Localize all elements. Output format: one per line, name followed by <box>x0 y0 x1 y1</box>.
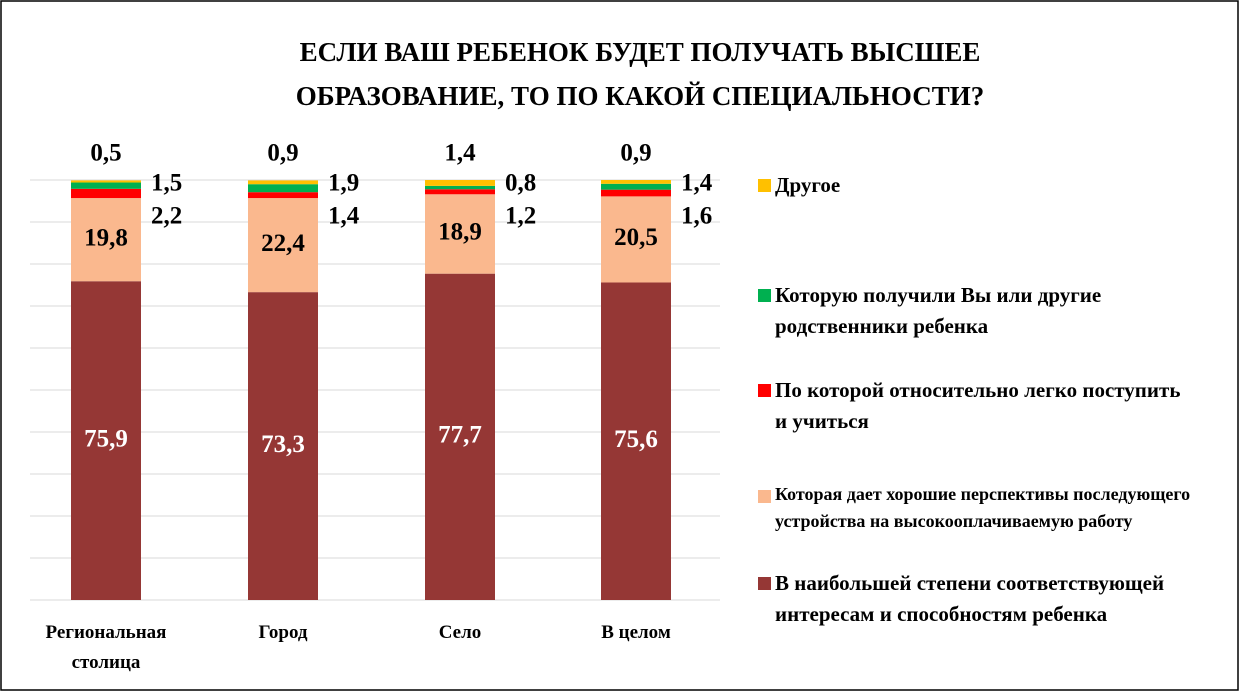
legend-swatch <box>758 577 771 590</box>
bar-segment <box>248 292 318 600</box>
data-label: 0,9 <box>267 140 298 167</box>
bar-segment <box>71 182 141 189</box>
data-label: 73,3 <box>261 431 305 458</box>
bar-segment <box>601 189 671 197</box>
data-label: 19,8 <box>84 224 128 251</box>
data-label: 0,8 <box>505 170 536 197</box>
data-label: 75,9 <box>84 425 128 452</box>
legend-label: Которая дает хорошие перспективы последу… <box>775 484 1191 531</box>
x-tick-label: Город <box>258 622 308 643</box>
data-label: 1,4 <box>328 203 360 230</box>
bar-segment <box>248 184 318 193</box>
bar-segment <box>248 192 318 199</box>
x-tick-label: В целом <box>601 622 671 643</box>
data-label: 77,7 <box>438 422 482 449</box>
bar-segment <box>601 282 671 600</box>
bar-segment <box>71 180 141 183</box>
data-label: 0,9 <box>620 140 651 167</box>
bar-segment <box>71 188 141 199</box>
bar-segment <box>425 273 495 600</box>
x-tick-label: Село <box>438 622 482 643</box>
data-label: 75,6 <box>614 426 658 453</box>
legend-swatch <box>758 179 771 192</box>
data-label: 2,2 <box>151 203 182 230</box>
legend-label: В наибольшей степени соответствующей инт… <box>775 571 1165 626</box>
chart-title: ЕСЛИ ВАШ РЕБЕНОК БУДЕТ ПОЛУЧАТЬ ВЫСШЕЕ О… <box>295 37 985 111</box>
bar-segment <box>601 196 671 283</box>
x-tick-label: Региональная столица <box>45 622 167 673</box>
data-label: 1,2 <box>505 203 536 230</box>
legend-swatch <box>758 490 771 503</box>
data-label: 1,9 <box>328 170 359 197</box>
data-label: 18,9 <box>438 219 482 246</box>
data-label: 1,5 <box>151 170 182 197</box>
bar-segment <box>425 194 495 274</box>
data-label: 0,5 <box>90 140 121 167</box>
data-label: 1,4 <box>681 170 713 197</box>
bar-segment <box>425 185 495 190</box>
data-label: 1,4 <box>444 140 476 167</box>
bar-segment <box>248 180 318 185</box>
bar-segment <box>425 189 495 195</box>
legend-swatch <box>758 289 771 302</box>
legend-label: По которой относительно легко поступить … <box>775 378 1181 433</box>
data-label: 1,6 <box>681 203 712 230</box>
legend-label: Которую получили Вы или другие родственн… <box>775 283 1102 338</box>
bar-segment <box>601 183 671 190</box>
bar-segment <box>425 180 495 186</box>
data-label: 22,4 <box>261 230 305 257</box>
bar-segment <box>71 198 141 282</box>
legend-swatch <box>758 384 771 397</box>
bar-segment <box>248 198 318 293</box>
bar-segment <box>71 281 141 600</box>
data-label: 20,5 <box>614 224 658 251</box>
legend-label: Другое <box>775 173 841 197</box>
bar-segment <box>601 180 671 184</box>
